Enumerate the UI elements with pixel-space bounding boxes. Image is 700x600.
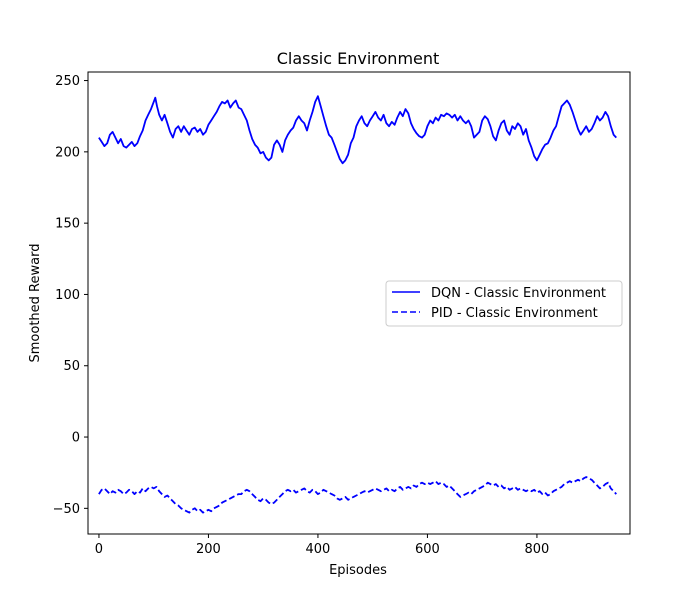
- x-axis: 0 200 400 600 800: [95, 534, 550, 557]
- y-tick-label: 200: [55, 145, 80, 160]
- series-line-dqn: [98, 95, 617, 165]
- y-tick-label: 100: [55, 288, 80, 303]
- legend-label-pid: PID - Classic Environment: [431, 306, 598, 321]
- x-axis-label: Episodes: [329, 563, 387, 578]
- y-tick-label: 0: [72, 431, 80, 446]
- x-tick-label: 600: [415, 542, 440, 557]
- series-line-pid: [98, 476, 617, 514]
- chart-title: Classic Environment: [277, 49, 440, 68]
- legend: DQN - Classic Environment PID - Classic …: [385, 280, 623, 327]
- legend-label-dqn: DQN - Classic Environment: [431, 286, 606, 301]
- y-axis-label: Smoothed Reward: [28, 244, 43, 363]
- y-tick-label: 250: [55, 74, 80, 89]
- plot-area: [87, 71, 631, 535]
- x-tick-label: 0: [95, 542, 103, 557]
- y-tick-label: 50: [63, 359, 80, 374]
- x-tick-label: 400: [306, 542, 331, 557]
- x-tick-label: 200: [196, 542, 221, 557]
- y-tick-label: −50: [53, 502, 80, 517]
- y-tick-label: 150: [55, 217, 80, 232]
- y-axis: −50 0 50 100 150 200 250: [53, 74, 88, 517]
- legend-box: [385, 280, 623, 327]
- x-tick-label: 800: [525, 542, 550, 557]
- series-layer: [98, 95, 617, 514]
